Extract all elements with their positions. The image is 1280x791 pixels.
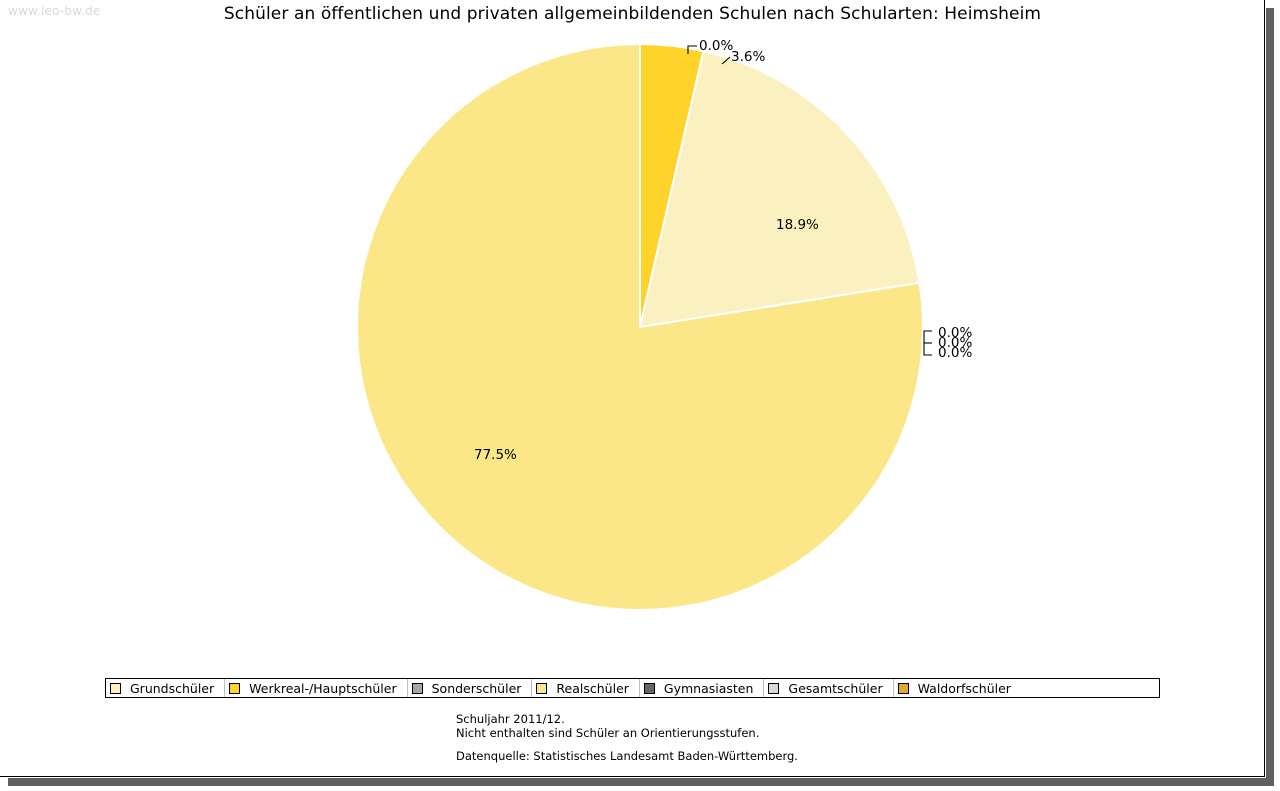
pie-slices bbox=[356, 43, 924, 611]
pie-slice[interactable] bbox=[638, 50, 921, 329]
legend-item-label: Realschüler bbox=[556, 680, 629, 696]
chart-footnotes: Schuljahr 2011/12. Nicht enthalten sind … bbox=[456, 712, 798, 763]
chart-frame: www.leo-bw.de Schüler an öffentlichen un… bbox=[0, 0, 1265, 777]
legend-item-label: Sonderschüler bbox=[431, 680, 522, 696]
frame-shadow-bottom bbox=[8, 778, 1274, 786]
pie-chart bbox=[356, 43, 924, 611]
pie-svg bbox=[356, 43, 924, 611]
legend-item[interactable]: Realschüler bbox=[532, 679, 640, 697]
legend-item[interactable]: Gymnasiasten bbox=[640, 679, 765, 697]
page-title: Schüler an öffentlichen und privaten all… bbox=[223, 4, 1042, 24]
footnote-datenquelle: Datenquelle: Statistisches Landesamt Bad… bbox=[456, 749, 798, 763]
footnote-schuljahr: Schuljahr 2011/12. bbox=[456, 712, 565, 726]
slice-label-sonderschueler: 77.5% bbox=[474, 447, 517, 463]
legend-swatch-icon bbox=[897, 682, 909, 694]
legend-swatch-icon bbox=[229, 682, 241, 694]
legend-swatch-icon bbox=[768, 682, 780, 694]
footnote-orientierungsstufen: Nicht enthalten sind Schüler an Orientie… bbox=[456, 726, 760, 740]
legend-item-label: Waldorfschüler bbox=[917, 680, 1011, 696]
legend-swatch-icon bbox=[643, 682, 655, 694]
legend-item[interactable]: Gesamtschüler bbox=[764, 679, 894, 697]
legend-item[interactable]: Sonderschüler bbox=[408, 679, 533, 697]
slice-label-waldorfschueler: 0.0% bbox=[938, 345, 973, 361]
legend-item-label: Gymnasiasten bbox=[663, 680, 754, 696]
pie-slice[interactable] bbox=[356, 43, 924, 611]
legend-swatch-icon bbox=[411, 682, 423, 694]
legend-item-label: Gesamtschüler bbox=[788, 680, 883, 696]
legend-item[interactable]: Grundschüler bbox=[106, 679, 226, 697]
slice-label-grundschueler: 0.0% bbox=[699, 38, 734, 54]
slice-label-gesamtschueler: 0.0% bbox=[938, 335, 973, 351]
slice-label-werkrealschueler: 3.6% bbox=[731, 49, 766, 65]
slice-label-gymnasiasten: 0.0% bbox=[938, 325, 973, 341]
frame-shadow-right bbox=[1266, 8, 1274, 785]
legend-item-label: Werkreal-/Hauptschüler bbox=[249, 680, 397, 696]
slice-label-realschueler: 18.9% bbox=[776, 217, 819, 233]
chart-legend: Grundschüler Werkreal-/Hauptschüler Sonder… bbox=[105, 678, 1160, 698]
site-watermark: www.leo-bw.de bbox=[8, 4, 101, 18]
legend-item-label: Grundschüler bbox=[130, 680, 215, 696]
legend-item[interactable]: Werkreal-/Hauptschüler bbox=[225, 679, 408, 697]
legend-item[interactable]: Waldorfschüler bbox=[894, 679, 1021, 697]
legend-swatch-icon bbox=[536, 682, 548, 694]
legend-swatch-icon bbox=[110, 682, 121, 694]
